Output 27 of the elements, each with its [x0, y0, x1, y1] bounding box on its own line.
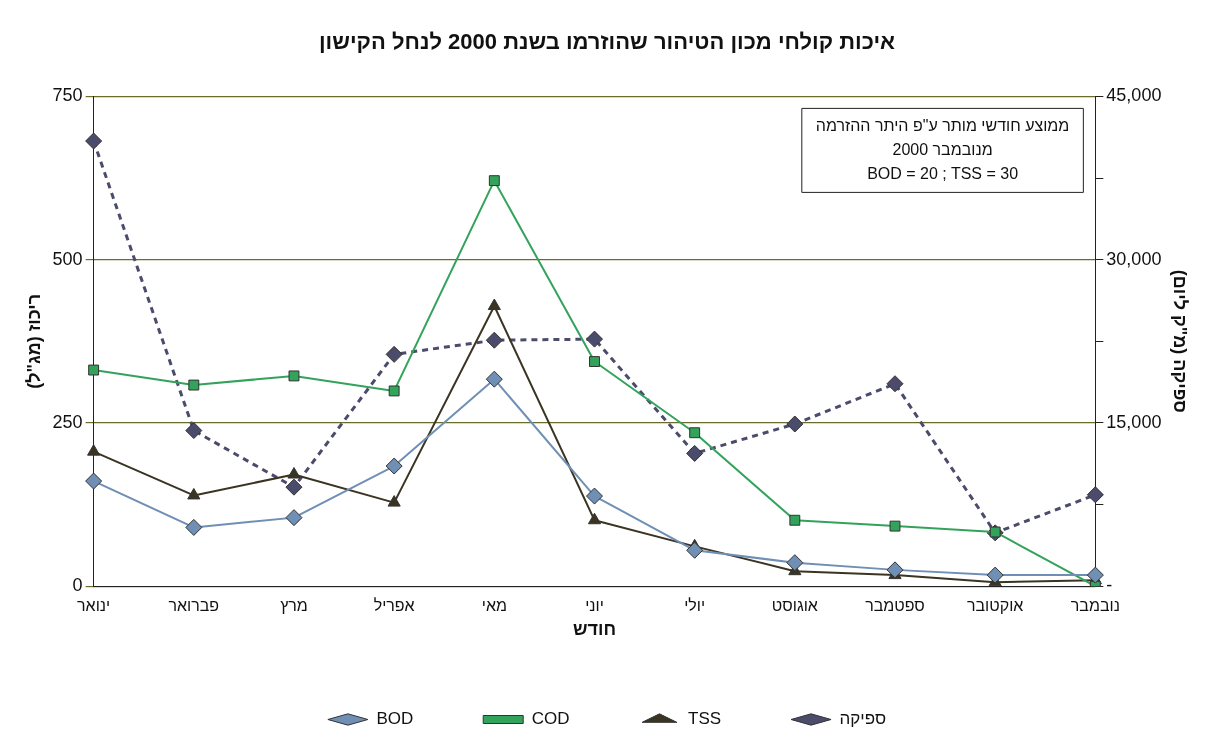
x-tick-label: אוקטובר [966, 597, 1024, 615]
y2-tick-label: 45,000 [1106, 85, 1162, 106]
legend-label: TSS [687, 709, 722, 729]
y-tick-label: 0 [72, 575, 83, 596]
x-tick-label: ינואר [77, 597, 111, 615]
y-tick-label: 250 [52, 411, 83, 432]
legend-label: COD [531, 709, 570, 729]
y2-axis-title: ספיקה (מ"ק ליום) [1170, 269, 1191, 413]
chart-title: איכות קולחי מכון הטיהור שהוזרמו בשנת 2000 לנחל הקישון [318, 29, 896, 55]
x-tick-label: מאי [481, 597, 507, 615]
legend-label: ספיקה [839, 709, 887, 729]
y-tick-label: 750 [52, 85, 83, 106]
x-tick-label: אוגוסט [771, 597, 818, 615]
x-tick-label: יולי [684, 597, 706, 615]
y-tick-label: 500 [52, 248, 83, 269]
y2-tick-label: 15,000 [1106, 411, 1162, 432]
y2-tick-label: 30,000 [1106, 248, 1162, 269]
x-tick-label: פברואר [168, 597, 220, 615]
y-axis-title: ריכוז (מג"ל) [23, 293, 44, 389]
x-tick-label: אפריל [373, 597, 415, 615]
y2-tick-label: - [1106, 575, 1113, 596]
legend-label: BOD [376, 709, 414, 729]
x-axis-title: חודש [572, 619, 616, 640]
x-tick-label: יוני [585, 597, 604, 615]
x-tick-label: נובמבר [1070, 597, 1120, 615]
x-tick-label: מרץ [280, 597, 308, 615]
x-tick-label: ספטמבר [865, 597, 925, 615]
